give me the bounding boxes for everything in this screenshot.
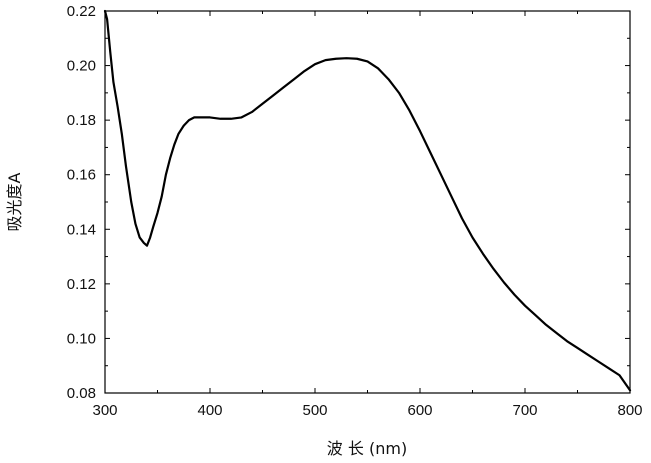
y-axis-title: 吸光度A — [5, 172, 24, 231]
x-tick-label: 300 — [92, 402, 117, 419]
plot-frame — [105, 11, 630, 393]
x-axis-title: 波 长 (nm) — [327, 439, 407, 458]
absorbance-series-line — [105, 11, 630, 390]
y-tick-label: 0.12 — [67, 276, 96, 293]
x-tick-label: 400 — [197, 402, 222, 419]
y-tick-label: 0.08 — [67, 385, 96, 402]
y-tick-label: 0.16 — [67, 167, 96, 184]
y-tick-label: 0.20 — [67, 58, 96, 75]
y-tick-label: 0.18 — [67, 112, 96, 129]
y-tick-label: 0.22 — [67, 3, 96, 20]
y-tick-label: 0.10 — [67, 330, 96, 347]
x-tick-label: 500 — [302, 402, 327, 419]
x-tick-label: 700 — [512, 402, 537, 419]
x-tick-label: 800 — [617, 402, 642, 419]
x-tick-label: 600 — [407, 402, 432, 419]
y-tick-label: 0.14 — [67, 221, 96, 238]
